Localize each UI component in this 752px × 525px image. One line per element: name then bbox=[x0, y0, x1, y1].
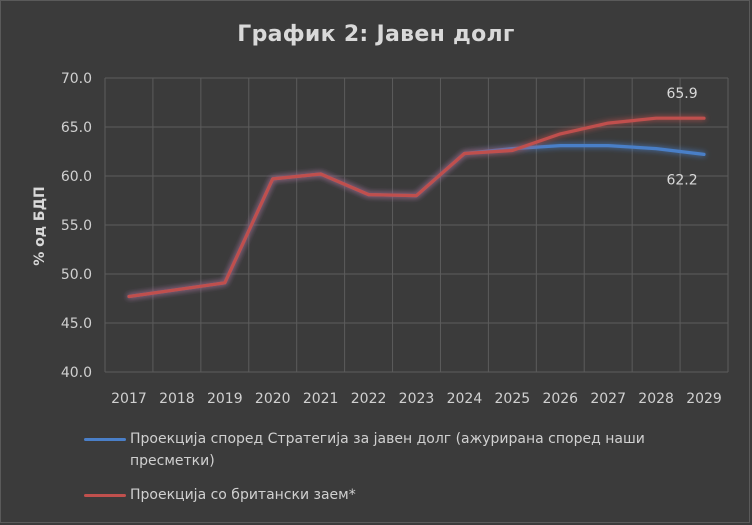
legend-label-strategy: Проекција според Стратегија за јавен дол… bbox=[130, 431, 645, 469]
legend-swatch-red bbox=[84, 494, 126, 497]
y-tick-label: 70.0 bbox=[61, 71, 92, 87]
y-axis-ticks: 40.0 45.0 50.0 55.0 60.0 65.0 70.0 bbox=[61, 71, 92, 381]
legend-swatch-blue bbox=[84, 438, 126, 441]
y-tick-label: 50.0 bbox=[61, 267, 92, 283]
x-tick-label: 2021 bbox=[303, 391, 339, 407]
y-tick-label: 55.0 bbox=[61, 218, 92, 234]
x-tick-label: 2019 bbox=[207, 391, 243, 407]
x-tick-label: 2022 bbox=[351, 391, 387, 407]
x-tick-label: 2026 bbox=[542, 391, 578, 407]
legend-item-british-loan: Проекција со британски заем* bbox=[84, 484, 724, 508]
data-label-strategy-end: 62.2 bbox=[666, 172, 697, 188]
y-tick-label: 60.0 bbox=[61, 169, 92, 185]
data-label-british-loan-end: 65.9 bbox=[666, 86, 697, 102]
legend-label-british-loan: Проекција со британски заем* bbox=[130, 487, 356, 503]
y-tick-label: 65.0 bbox=[61, 120, 92, 136]
x-tick-label: 2023 bbox=[399, 391, 435, 407]
y-tick-label: 40.0 bbox=[61, 365, 92, 381]
y-tick-label: 45.0 bbox=[61, 316, 92, 332]
gridlines bbox=[104, 77, 729, 373]
x-tick-label: 2029 bbox=[686, 391, 722, 407]
x-axis-ticks: 2017 2018 2019 2020 2021 2022 2023 2024 2025 2026… bbox=[111, 391, 722, 407]
legend-item-strategy: Проекција според Стратегија за јавен дол… bbox=[84, 428, 724, 474]
y-axis-label: % од БДП bbox=[32, 186, 48, 266]
x-tick-label: 2027 bbox=[590, 391, 626, 407]
data-labels: 65.9 62.2 bbox=[666, 86, 697, 188]
series-line-british-loan bbox=[127, 116, 706, 299]
chart-title: График 2: Јавен долг bbox=[237, 22, 515, 47]
x-tick-label: 2020 bbox=[255, 391, 291, 407]
x-tick-label: 2018 bbox=[159, 391, 195, 407]
x-tick-label: 2017 bbox=[111, 391, 147, 407]
series-lines bbox=[127, 116, 706, 299]
x-tick-label: 2024 bbox=[447, 391, 483, 407]
x-tick-label: 2025 bbox=[495, 391, 531, 407]
x-tick-label: 2028 bbox=[638, 391, 674, 407]
